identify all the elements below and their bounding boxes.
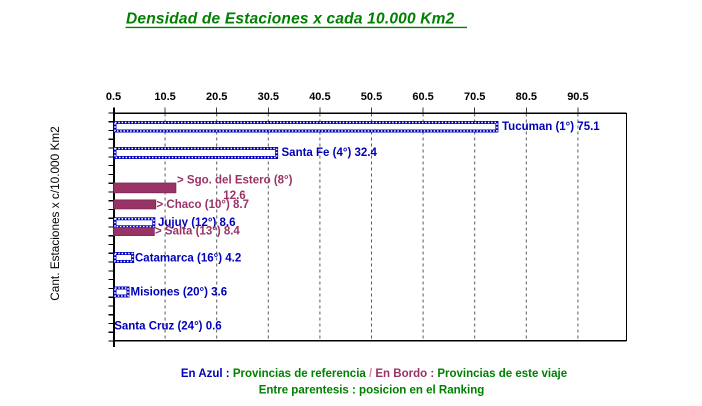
svg-text:20.5: 20.5 xyxy=(206,91,227,103)
svg-text:Densidad de Estaciones x cada: Densidad de Estaciones x cada 10.000 Km2 xyxy=(126,10,455,27)
svg-text:12.6: 12.6 xyxy=(223,190,245,202)
svg-text:90.5: 90.5 xyxy=(567,91,588,103)
svg-text:50.5: 50.5 xyxy=(361,91,382,103)
svg-text:> Chaco (10°) 8.7: > Chaco (10°) 8.7 xyxy=(157,199,249,211)
svg-text:Catamarca (16°) 4.2: Catamarca (16°) 4.2 xyxy=(135,252,241,264)
svg-text:Misiones (20°) 3.6: Misiones (20°) 3.6 xyxy=(131,287,228,299)
svg-text:30.5: 30.5 xyxy=(258,91,279,103)
svg-text:> Sgo. del Estero (8°): > Sgo. del Estero (8°) xyxy=(177,175,293,187)
svg-text:Entre parentesis : posicion en: Entre parentesis : posicion en el Rankin… xyxy=(259,384,485,396)
svg-text:Tucuman (1°) 75.1: Tucuman (1°) 75.1 xyxy=(502,121,600,133)
svg-text:> Salta (13°) 8.4: > Salta (13°) 8.4 xyxy=(155,225,240,237)
svg-text:40.5: 40.5 xyxy=(309,91,330,103)
svg-text:Santa Cruz (24°) 0.6: Santa Cruz (24°) 0.6 xyxy=(114,320,222,332)
svg-text:70.5: 70.5 xyxy=(464,91,485,103)
svg-text:Jujuy (12°) 8.6: Jujuy (12°) 8.6 xyxy=(158,217,235,229)
svg-text:60.5: 60.5 xyxy=(412,91,433,103)
svg-text:0.5: 0.5 xyxy=(106,91,121,103)
svg-text:80.5: 80.5 xyxy=(516,91,537,103)
svg-text:Santa Fe (4°) 32.4: Santa Fe (4°) 32.4 xyxy=(282,147,378,159)
svg-text:10.5: 10.5 xyxy=(154,91,175,103)
svg-text:En Azul : Provincias de refere: En Azul : Provincias de referencia / En … xyxy=(181,368,567,380)
svg-text:Cant. Estaciones x c/10.000 Km: Cant. Estaciones x c/10.000 Km2 xyxy=(48,126,62,300)
